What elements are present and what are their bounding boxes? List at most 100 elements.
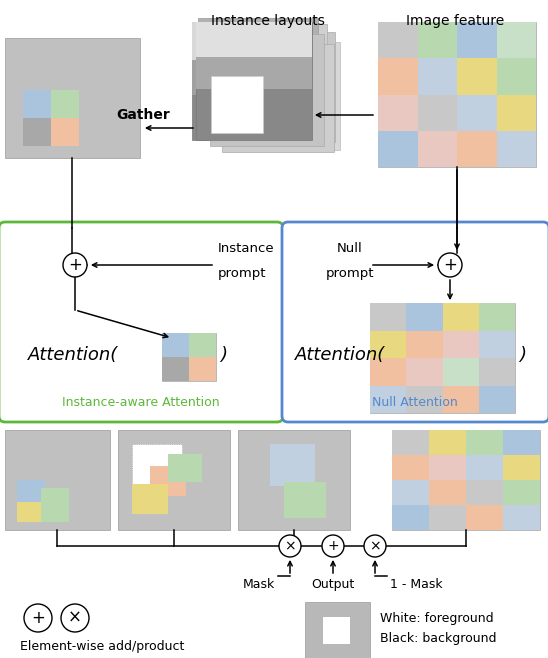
Bar xyxy=(196,22,312,57)
Bar xyxy=(457,59,496,95)
Bar xyxy=(132,484,168,514)
Bar xyxy=(418,131,457,167)
Bar xyxy=(392,455,429,480)
Bar xyxy=(466,455,503,480)
Bar xyxy=(41,488,69,522)
Bar xyxy=(5,430,110,530)
Text: Mask: Mask xyxy=(243,578,275,591)
Bar xyxy=(418,59,457,95)
Text: +: + xyxy=(31,609,45,627)
Bar xyxy=(370,358,406,386)
Bar xyxy=(118,430,230,530)
Bar xyxy=(210,78,265,133)
Bar xyxy=(238,430,350,530)
FancyBboxPatch shape xyxy=(0,222,283,422)
Bar xyxy=(225,42,340,150)
Bar xyxy=(457,131,496,167)
Bar xyxy=(215,32,335,142)
Text: Null: Null xyxy=(337,242,363,255)
Bar xyxy=(429,455,466,480)
Text: ×: × xyxy=(369,539,381,553)
Text: Instance layouts: Instance layouts xyxy=(211,14,325,28)
Bar xyxy=(5,38,140,158)
Bar xyxy=(503,505,540,530)
Bar xyxy=(479,303,515,330)
Text: Image feature: Image feature xyxy=(406,14,504,28)
Text: Black: background: Black: background xyxy=(380,632,496,645)
Text: Instance: Instance xyxy=(218,242,275,255)
Bar xyxy=(370,303,406,330)
Bar xyxy=(196,57,312,89)
Bar xyxy=(23,118,51,146)
Bar xyxy=(168,454,202,482)
Text: White: foreground: White: foreground xyxy=(380,612,494,625)
Bar xyxy=(496,59,536,95)
Text: Attention(: Attention( xyxy=(28,346,118,364)
Bar xyxy=(503,480,540,505)
Bar xyxy=(479,358,515,386)
Bar xyxy=(210,34,324,146)
Bar xyxy=(370,303,515,413)
Bar xyxy=(378,95,418,131)
Bar xyxy=(503,455,540,480)
Bar xyxy=(503,430,540,455)
Text: ): ) xyxy=(519,346,526,364)
Bar xyxy=(132,444,182,488)
Bar xyxy=(429,505,466,530)
Bar xyxy=(51,118,79,146)
Text: prompt: prompt xyxy=(218,267,266,280)
Bar xyxy=(392,430,540,530)
Bar xyxy=(466,505,503,530)
Bar xyxy=(466,480,503,505)
Bar xyxy=(189,357,216,381)
Bar xyxy=(189,333,216,357)
Bar xyxy=(162,333,189,357)
Text: prompt: prompt xyxy=(326,267,374,280)
Bar xyxy=(196,22,312,140)
Bar xyxy=(479,386,515,413)
Text: +: + xyxy=(327,539,339,553)
Bar xyxy=(17,502,45,522)
Bar xyxy=(17,480,45,508)
Bar xyxy=(378,22,418,59)
Circle shape xyxy=(61,604,89,632)
Bar xyxy=(51,90,79,118)
Text: ×: × xyxy=(284,539,296,553)
Bar xyxy=(198,18,318,138)
Circle shape xyxy=(24,604,52,632)
Bar xyxy=(270,444,315,486)
Bar xyxy=(150,466,186,496)
Circle shape xyxy=(63,253,87,277)
Bar xyxy=(496,22,536,59)
Bar xyxy=(392,430,429,455)
Bar xyxy=(429,430,466,455)
Bar xyxy=(457,95,496,131)
Bar xyxy=(378,131,418,167)
Bar xyxy=(406,358,442,386)
Circle shape xyxy=(364,535,386,557)
Bar xyxy=(392,480,429,505)
Bar xyxy=(418,22,457,59)
Bar xyxy=(406,386,442,413)
Bar xyxy=(406,303,442,330)
Text: ): ) xyxy=(220,346,227,364)
Bar xyxy=(162,333,216,381)
Text: Gather: Gather xyxy=(116,108,170,122)
Bar xyxy=(457,22,496,59)
Bar xyxy=(370,386,406,413)
Bar xyxy=(442,358,479,386)
Bar xyxy=(222,44,334,152)
Bar xyxy=(205,24,327,136)
Text: Instance-aware Attention: Instance-aware Attention xyxy=(62,395,220,409)
Bar xyxy=(392,505,429,530)
Circle shape xyxy=(322,535,344,557)
Bar xyxy=(284,482,326,518)
Text: +: + xyxy=(68,256,82,274)
Bar xyxy=(192,60,310,95)
Bar xyxy=(370,330,406,358)
Bar xyxy=(479,330,515,358)
Bar xyxy=(162,357,189,381)
Bar xyxy=(305,602,370,658)
Bar xyxy=(211,76,263,133)
Circle shape xyxy=(438,253,462,277)
